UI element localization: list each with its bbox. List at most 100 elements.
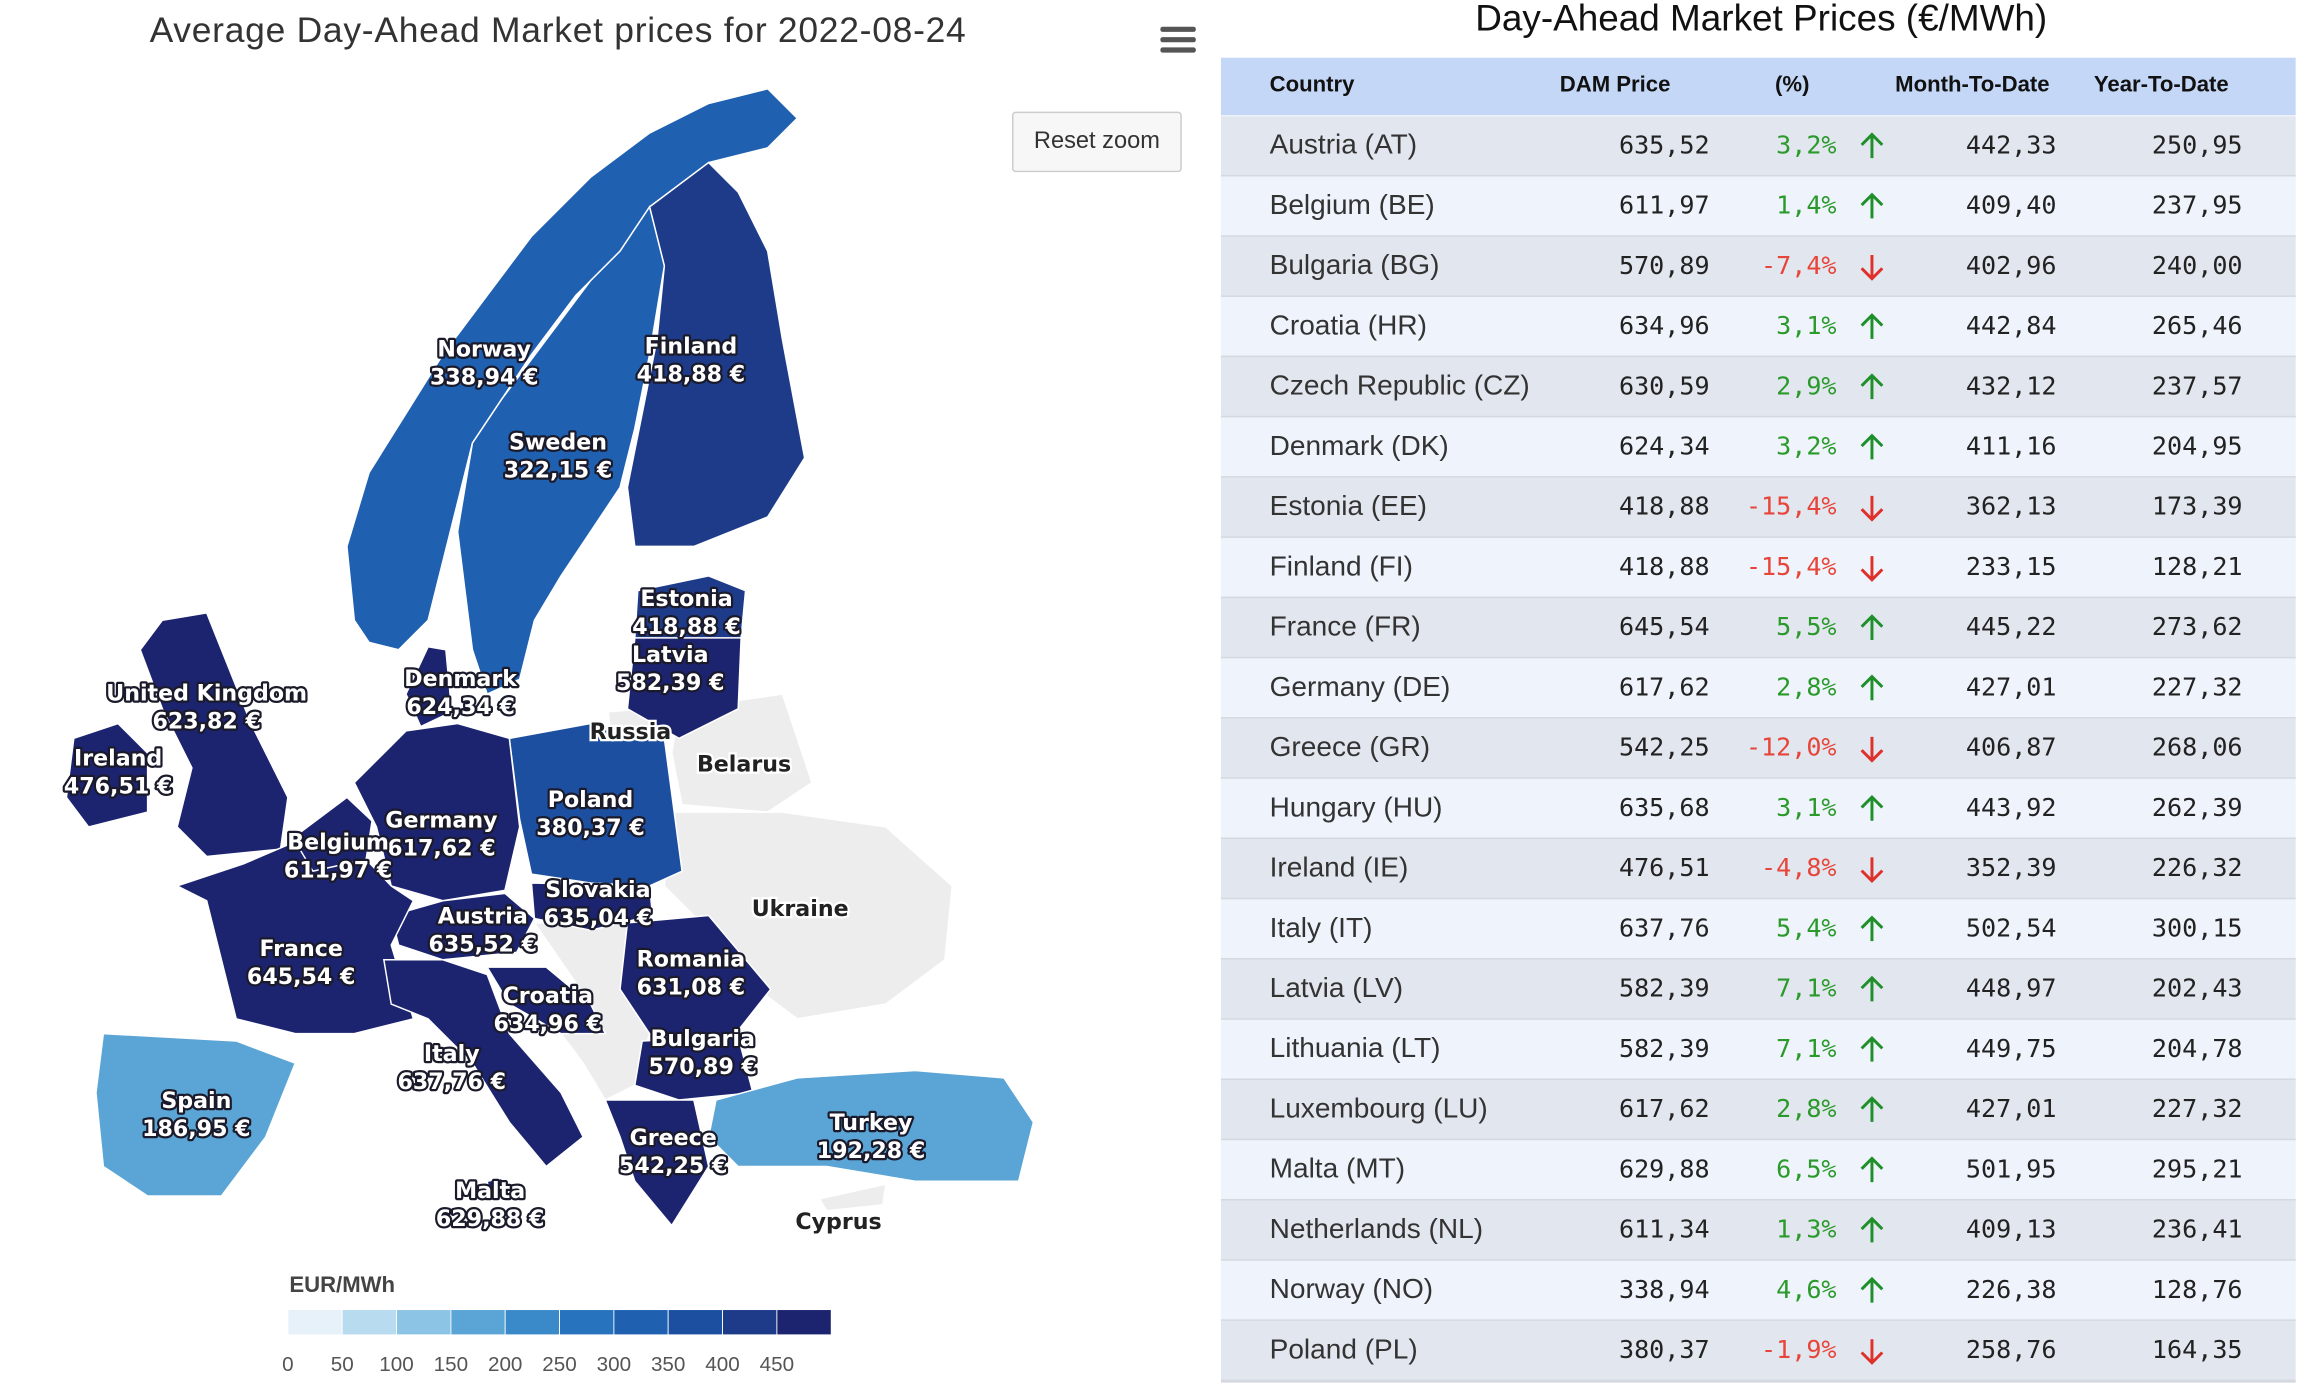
legend-tick-label: 50 — [331, 1353, 354, 1376]
region-shape[interactable] — [95, 1032, 297, 1197]
value-cell: 237,57 — [2152, 371, 2243, 400]
region-name: France — [259, 936, 342, 962]
value-cell: 637,76 — [1619, 913, 1710, 942]
region-shape[interactable] — [486, 1177, 506, 1197]
region-shape[interactable] — [604, 1099, 710, 1227]
table-row-bg — [1220, 718, 2296, 779]
country-cell: Denmark (DK) — [1270, 430, 1449, 461]
value-cell: 3,2% — [1776, 130, 1836, 159]
table-row-bg — [1220, 1140, 2296, 1201]
value-cell: 449,75 — [1966, 1034, 2057, 1063]
column-header[interactable]: DAM Price — [1560, 72, 1671, 97]
value-cell: 617,62 — [1619, 672, 1710, 701]
value-cell: 630,59 — [1619, 371, 1710, 400]
table-row-bg — [1220, 236, 2296, 297]
region-shape[interactable] — [65, 722, 149, 828]
arrow-up — [1860, 674, 1884, 701]
arrow-up — [1860, 373, 1884, 400]
value-cell: 1,4% — [1776, 191, 1836, 220]
region-shape[interactable] — [139, 612, 289, 858]
menu-button[interactable] — [1160, 26, 1196, 53]
region-name: Italy — [424, 1041, 480, 1067]
region-value-label: 570,89 € — [648, 1054, 756, 1080]
legend-color-class — [559, 1309, 615, 1336]
legend-tick-label: 300 — [597, 1353, 631, 1376]
value-cell: -1,9% — [1761, 1335, 1837, 1364]
value-cell: 3,2% — [1776, 432, 1836, 461]
country-cell: Netherlands (NL) — [1270, 1213, 1483, 1244]
reset-zoom-button[interactable]: Reset zoom — [1012, 111, 1182, 173]
value-cell: 611,34 — [1619, 1215, 1710, 1244]
country-cell: Croatia (HR) — [1270, 309, 1427, 340]
region-shape[interactable] — [405, 645, 453, 728]
country-cell: Finland (FI) — [1270, 550, 1413, 581]
region-shape[interactable] — [353, 722, 521, 902]
value-cell: 629,88 — [1619, 1154, 1710, 1183]
region-name: Latvia — [632, 642, 709, 668]
region-shape[interactable] — [633, 1035, 754, 1101]
region-name: Germany — [385, 808, 498, 834]
value-cell: 582,39 — [1619, 974, 1710, 1003]
region-shape[interactable] — [634, 575, 747, 639]
region-value-label: 418,88 € — [632, 614, 740, 640]
region-shape[interactable] — [626, 161, 806, 548]
value-cell: -12,0% — [1746, 733, 1837, 762]
value-cell: 226,32 — [2152, 853, 2243, 882]
value-cell: 570,89 — [1619, 251, 1710, 280]
value-cell: 442,84 — [1966, 311, 2057, 340]
region-value-label: 582,39 € — [616, 670, 724, 696]
country-cell: Hungary (HU) — [1270, 791, 1443, 822]
region-shape[interactable] — [175, 840, 415, 1035]
value-cell: 427,01 — [1966, 1094, 2057, 1123]
table-row-bg — [1220, 357, 2296, 418]
column-header[interactable]: Year-To-Date — [2094, 72, 2229, 97]
column-header[interactable]: Country — [1270, 72, 1356, 97]
region-name: Ireland — [74, 746, 162, 772]
value-cell: 380,37 — [1619, 1335, 1710, 1364]
region-value-label: 186,95 € — [142, 1116, 250, 1142]
region-value-label: 418,88 € — [637, 362, 745, 388]
region-shape[interactable] — [626, 637, 742, 740]
legend-tick-label: 400 — [705, 1353, 739, 1376]
region-name: Romania — [637, 946, 746, 972]
region-shape[interactable] — [382, 959, 585, 1168]
region-name: Finland — [645, 334, 738, 360]
column-header[interactable]: (%) — [1775, 72, 1809, 97]
value-cell: 4,6% — [1776, 1275, 1836, 1304]
arrow-up — [1860, 975, 1884, 1002]
region-shape[interactable] — [707, 1069, 1035, 1182]
value-cell: 402,96 — [1966, 251, 2057, 280]
region-value-label: 476,51 € — [64, 774, 172, 800]
value-cell: 501,95 — [1966, 1154, 2057, 1183]
arrow-up — [1860, 433, 1884, 460]
region-shape[interactable] — [346, 87, 799, 651]
value-cell: 418,88 — [1619, 492, 1710, 521]
region-value-label: 542,25 € — [619, 1153, 727, 1179]
value-cell: 645,54 — [1619, 612, 1710, 641]
country-cell: France (FR) — [1270, 611, 1421, 642]
legend-color-class — [396, 1309, 452, 1336]
column-header[interactable]: Month-To-Date — [1895, 72, 2049, 97]
table-row-bg — [1220, 598, 2296, 659]
legend-tick-label: 100 — [379, 1353, 413, 1376]
table-row-bg — [1220, 176, 2296, 237]
table-row-bg — [1220, 417, 2296, 478]
value-cell: 233,15 — [1966, 552, 2057, 581]
value-cell: 262,39 — [2152, 793, 2243, 822]
value-cell: 295,21 — [2152, 1154, 2243, 1183]
region-shape[interactable] — [456, 205, 666, 696]
value-cell: 411,16 — [1966, 432, 2057, 461]
region-shape[interactable] — [485, 966, 607, 1035]
region-value-label: 634,96 € — [493, 1011, 601, 1037]
region-shape[interactable] — [390, 892, 536, 961]
table-row-bg — [1220, 537, 2296, 599]
reset-zoom-label[interactable]: Reset zoom — [1034, 128, 1160, 154]
legend-color-class — [667, 1309, 723, 1336]
value-cell: 362,13 — [1966, 492, 2057, 521]
country-cell: Bulgaria (BG) — [1270, 249, 1440, 280]
value-cell: 3,1% — [1776, 311, 1836, 340]
region-name: Slovakia — [545, 877, 650, 903]
region-shape[interactable] — [530, 882, 654, 932]
legend-title: EUR/MWh — [289, 1272, 395, 1297]
arrow-up — [1860, 1156, 1884, 1183]
